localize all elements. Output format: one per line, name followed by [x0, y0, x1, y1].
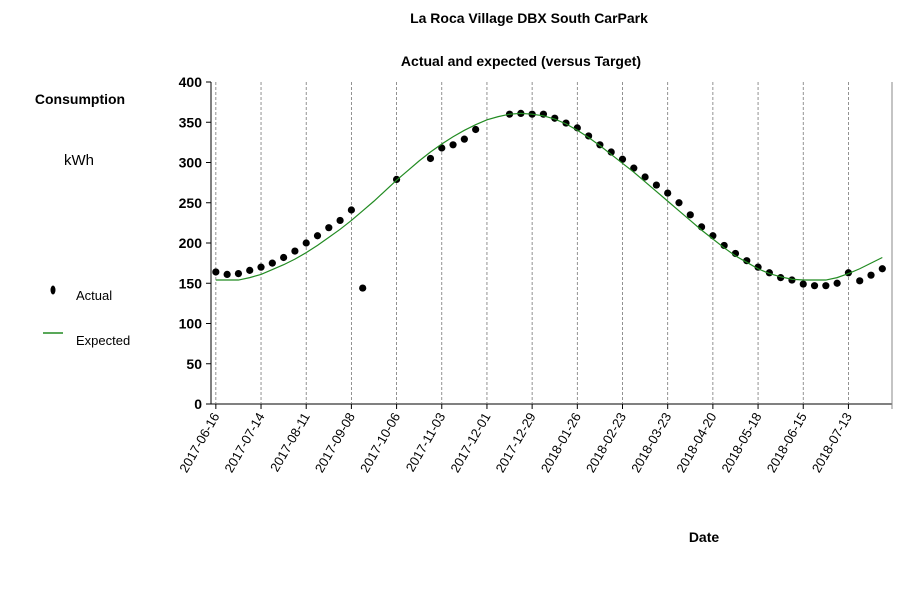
data-point [257, 263, 265, 271]
data-point [675, 199, 683, 207]
y-tick-label: 350 [179, 114, 203, 130]
data-point [336, 216, 344, 225]
x-tick-label: 2018-03-23 [628, 410, 674, 475]
data-point [280, 253, 288, 262]
data-point [347, 206, 355, 214]
y-axis-label: Consumption [35, 91, 125, 107]
data-point [686, 211, 694, 219]
y-tick-label: 100 [179, 316, 203, 332]
data-point [799, 280, 807, 288]
y-tick-label: 300 [179, 155, 203, 171]
y-tick-label: 150 [179, 275, 203, 291]
data-point [472, 125, 480, 134]
x-tick-label: 2017-07-14 [221, 410, 267, 475]
data-point [810, 282, 819, 290]
x-tick-label: 2018-05-18 [718, 410, 764, 475]
data-point [652, 181, 660, 189]
x-tick-label: 2017-06-16 [176, 410, 222, 475]
data-point [788, 276, 796, 284]
data-point [618, 155, 627, 163]
x-tick-label: 2018-02-23 [583, 410, 629, 475]
data-point [878, 265, 886, 273]
legend-label: Expected [76, 333, 130, 348]
y-tick-label: 200 [179, 235, 203, 251]
x-tick-label: 2017-12-01 [447, 410, 493, 475]
data-point [585, 132, 593, 140]
data-point [302, 239, 310, 247]
y-tick-label: 50 [186, 356, 202, 372]
data-point [630, 164, 638, 172]
data-point [234, 269, 243, 278]
data-point [268, 259, 276, 267]
data-point [641, 173, 649, 181]
data-point [223, 270, 231, 278]
data-point [833, 279, 841, 287]
data-point [664, 189, 672, 197]
x-tick-label: 2017-11-03 [403, 410, 449, 474]
data-point [359, 284, 367, 292]
chart-subtitle: Actual and expected (versus Target) [401, 53, 641, 69]
data-point [856, 277, 864, 285]
x-axis-label: Date [689, 529, 720, 545]
data-point [460, 135, 468, 143]
data-point [867, 271, 875, 279]
data-point [212, 268, 220, 276]
data-point [313, 232, 322, 240]
data-point [607, 148, 615, 156]
x-tick-label: 2017-08-11 [267, 410, 313, 474]
data-point [720, 241, 728, 250]
data-point [438, 144, 446, 152]
x-tick-label: 2018-07-13 [809, 410, 855, 475]
chart-title: La Roca Village DBX South CarPark [410, 10, 648, 26]
data-point [449, 141, 457, 149]
x-tick-label: 2018-01-26 [538, 410, 584, 475]
expected-line [215, 112, 883, 281]
legend-label: Actual [76, 288, 112, 303]
data-point [325, 224, 333, 232]
x-tick-label: 2017-09-08 [312, 410, 358, 475]
data-point [426, 154, 435, 163]
y-axis-unit: kWh [64, 152, 94, 169]
data-point [822, 282, 830, 290]
data-point [743, 257, 751, 265]
x-tick-label: 2018-06-15 [764, 410, 810, 475]
y-tick-label: 250 [179, 195, 203, 211]
y-tick-label: 0 [194, 396, 202, 412]
x-tick-label: 2017-12-29 [492, 410, 538, 475]
data-point [291, 247, 299, 255]
legend-marker [50, 285, 56, 295]
y-tick-label: 400 [179, 74, 203, 90]
x-tick-label: 2017-10-06 [357, 410, 403, 475]
data-point [246, 266, 254, 274]
x-tick-label: 2018-04-20 [673, 410, 719, 475]
